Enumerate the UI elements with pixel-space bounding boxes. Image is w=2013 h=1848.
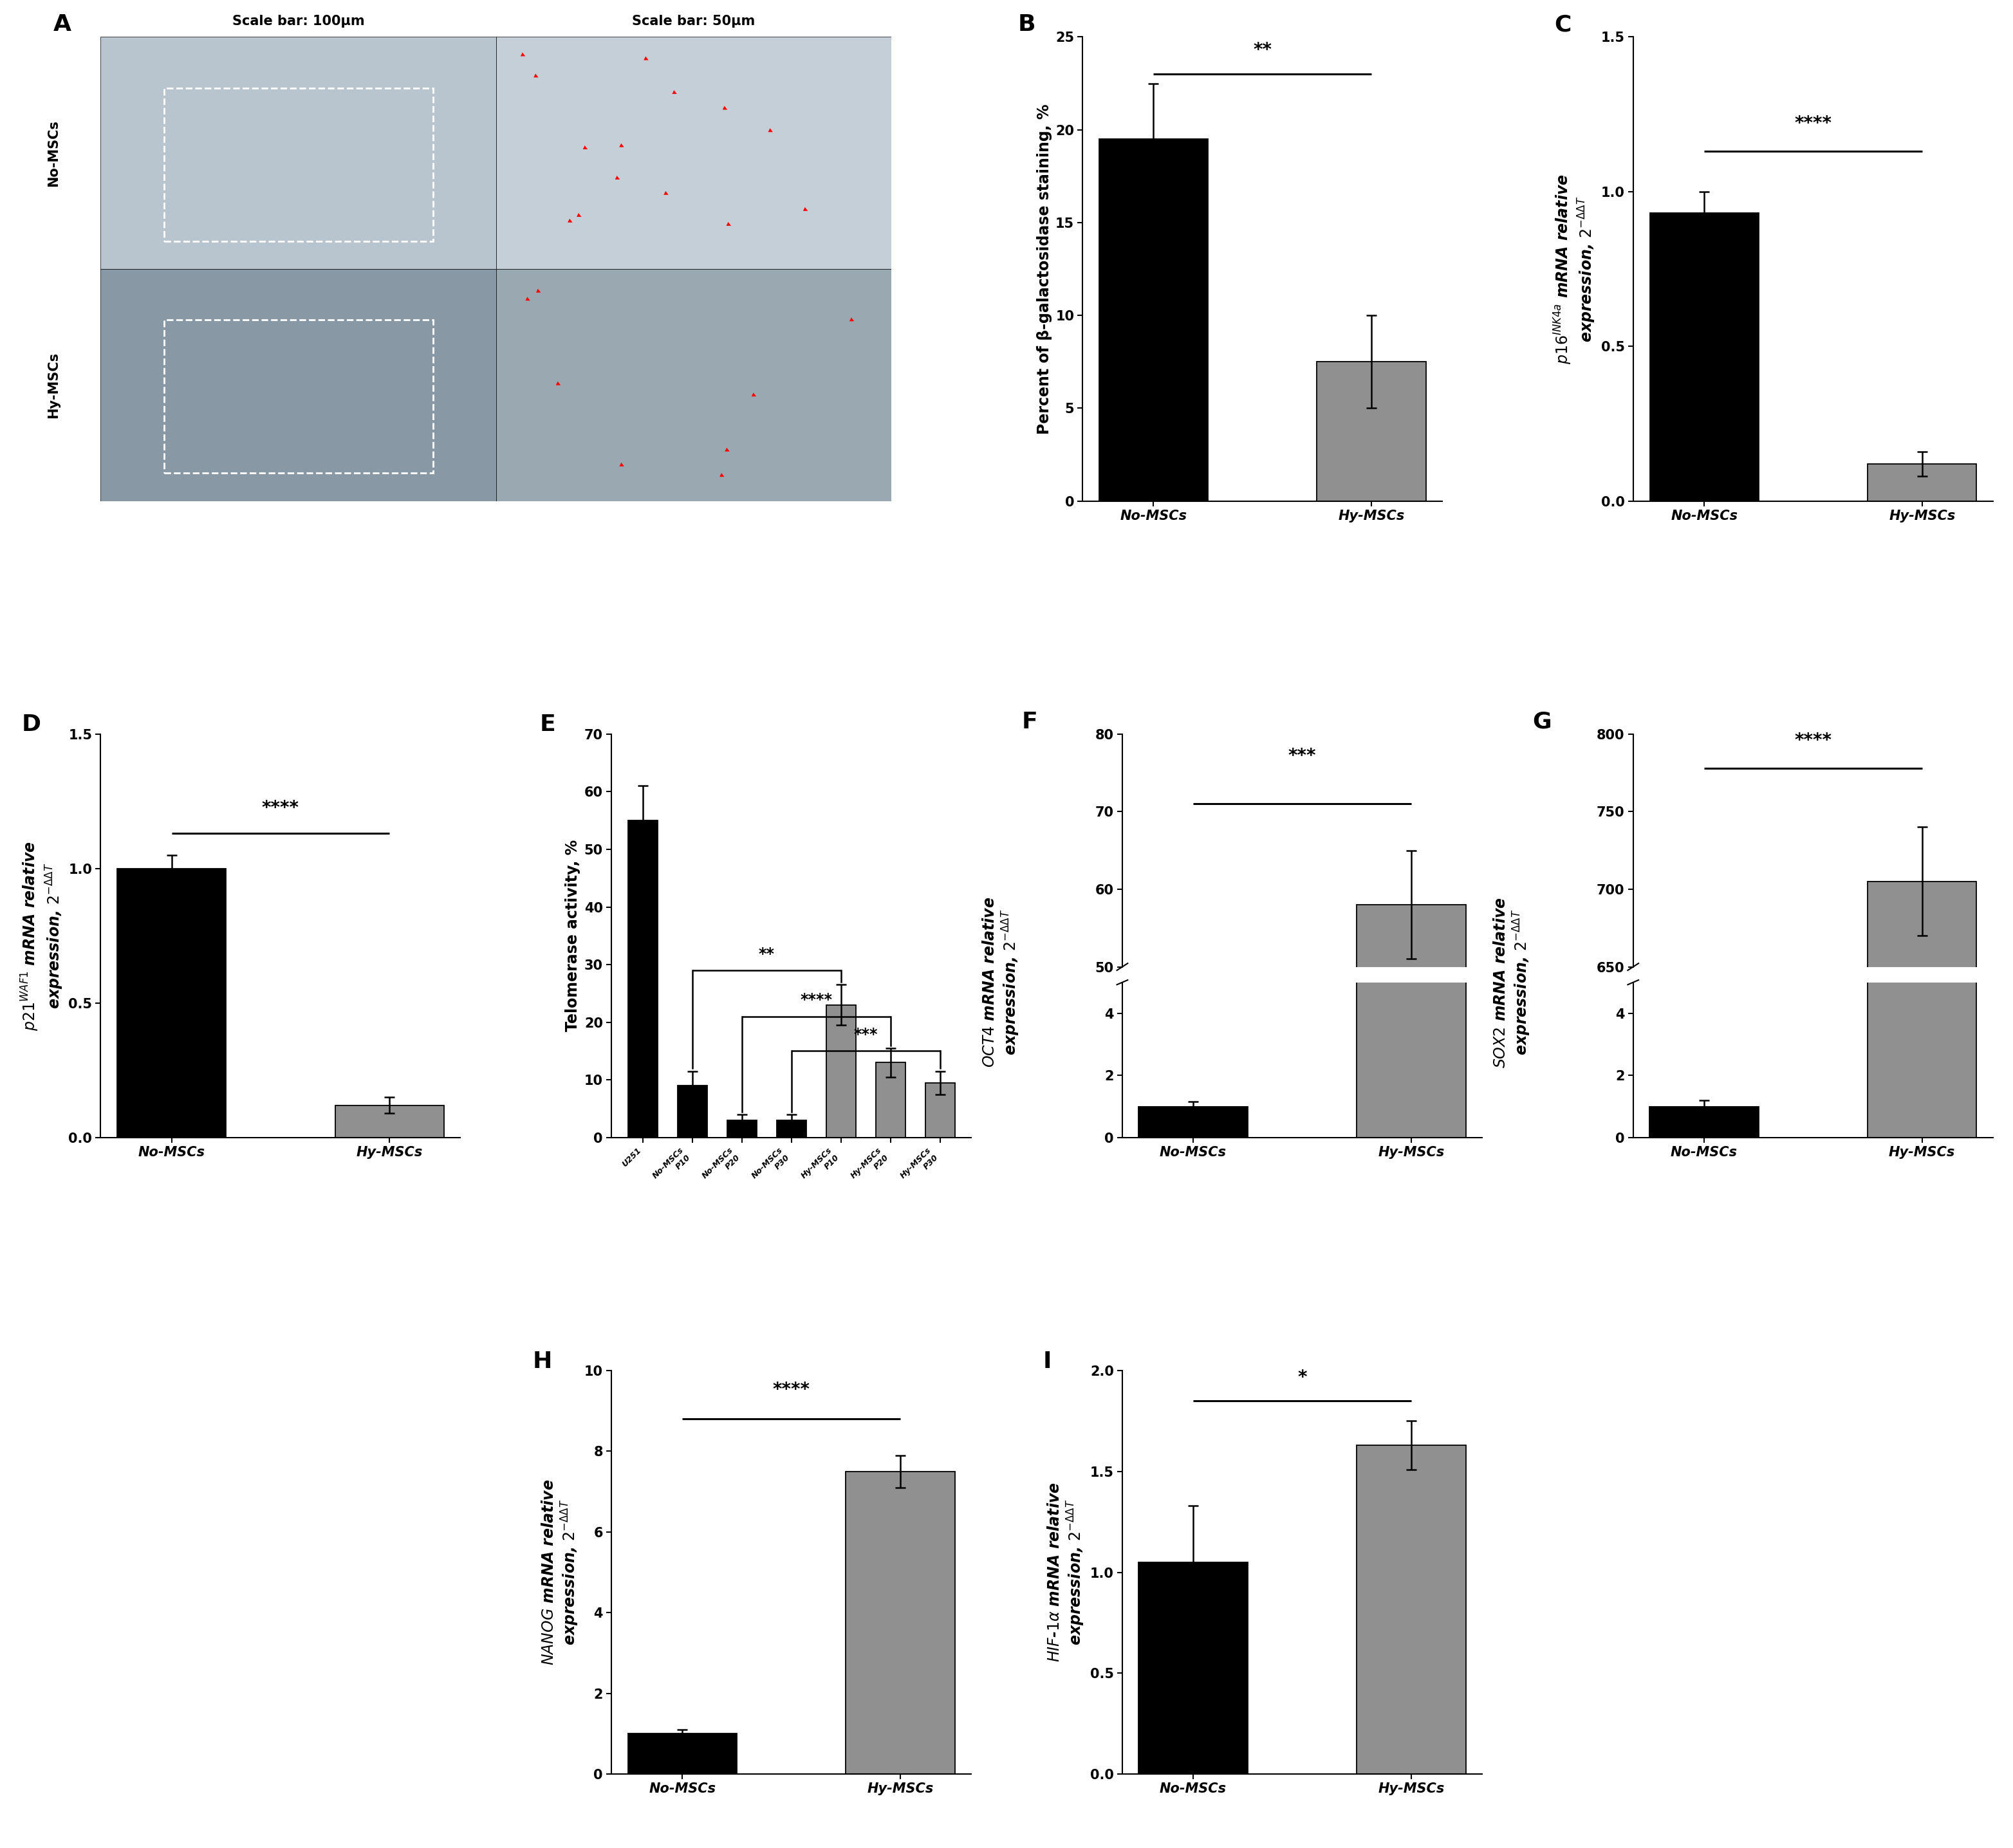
Bar xyxy=(101,37,495,270)
Y-axis label: $NANOG$ mRNA relative
expression, $2^{-\Delta\Delta T}$: $NANOG$ mRNA relative expression, $2^{-\… xyxy=(541,1478,580,1665)
Bar xyxy=(163,89,433,240)
Bar xyxy=(117,869,225,1138)
Text: B: B xyxy=(1019,13,1037,35)
Bar xyxy=(163,320,433,473)
Bar xyxy=(727,1120,757,1138)
Text: ***: *** xyxy=(854,1027,878,1042)
Bar xyxy=(1868,0,1977,1138)
Text: **: ** xyxy=(1254,41,1272,59)
Text: I: I xyxy=(1043,1351,1053,1373)
Text: No-MSCs: No-MSCs xyxy=(46,120,60,187)
Y-axis label: $SOX2$ mRNA relative
expression, $2^{-\Delta\Delta T}$: $SOX2$ mRNA relative expression, $2^{-\D… xyxy=(1494,896,1532,1068)
Text: **: ** xyxy=(759,946,775,961)
Bar xyxy=(1651,213,1759,501)
Text: F: F xyxy=(1021,711,1037,732)
Bar xyxy=(825,1005,856,1138)
Bar xyxy=(1357,906,1465,1355)
Text: Scale bar: 50μm: Scale bar: 50μm xyxy=(632,15,755,28)
Bar xyxy=(1139,1347,1248,1355)
Text: *: * xyxy=(1298,1369,1306,1386)
Text: A: A xyxy=(52,13,70,35)
Bar xyxy=(1357,0,1465,1138)
Text: H: H xyxy=(531,1351,552,1373)
Bar xyxy=(1099,139,1208,501)
Bar xyxy=(678,1085,707,1138)
Bar xyxy=(101,270,495,501)
Bar xyxy=(1868,464,1977,501)
Text: ****: **** xyxy=(773,1380,809,1399)
Text: ***: *** xyxy=(1288,747,1317,765)
Bar xyxy=(1139,1107,1248,1138)
Y-axis label: $p16^{INK4a}$ mRNA relative
expression, $2^{-\Delta\Delta T}$: $p16^{INK4a}$ mRNA relative expression, … xyxy=(1552,174,1598,364)
Text: G: G xyxy=(1532,711,1552,732)
Bar xyxy=(845,1471,954,1774)
Y-axis label: $OCT4$ mRNA relative
expression, $2^{-\Delta\Delta T}$: $OCT4$ mRNA relative expression, $2^{-\D… xyxy=(982,896,1021,1068)
Bar xyxy=(1317,362,1425,501)
Y-axis label: $p21^{WAF1}$ mRNA relative
expression, $2^{-\Delta\Delta T}$: $p21^{WAF1}$ mRNA relative expression, $… xyxy=(20,841,64,1031)
Y-axis label: Telomerase activity, %: Telomerase activity, % xyxy=(566,839,580,1031)
Text: E: E xyxy=(539,713,556,736)
Bar xyxy=(495,37,892,270)
Text: ****: **** xyxy=(1794,115,1832,133)
Text: ****: **** xyxy=(1794,732,1832,750)
Bar xyxy=(628,821,658,1138)
Text: ****: **** xyxy=(799,992,831,1007)
Bar xyxy=(876,1063,906,1138)
Bar xyxy=(628,1733,737,1774)
Text: Hy-MSCs: Hy-MSCs xyxy=(46,351,60,418)
Y-axis label: Percent of β-galactosidase staining, %: Percent of β-galactosidase staining, % xyxy=(1037,103,1053,434)
Bar xyxy=(1139,1562,1248,1774)
Bar xyxy=(1357,1445,1465,1774)
Bar xyxy=(777,1120,807,1138)
Bar xyxy=(1649,1107,1759,1138)
Text: Scale bar: 100μm: Scale bar: 100μm xyxy=(231,15,364,28)
Y-axis label: $HIF$-$1\alpha$ mRNA relative
expression, $2^{-\Delta\Delta T}$: $HIF$-$1\alpha$ mRNA relative expression… xyxy=(1047,1482,1087,1663)
Bar xyxy=(1868,881,1977,1848)
Text: C: C xyxy=(1554,13,1572,35)
Bar xyxy=(334,1105,445,1138)
Text: ****: **** xyxy=(262,800,300,817)
Bar xyxy=(495,270,892,501)
Text: D: D xyxy=(22,713,40,736)
Bar xyxy=(926,1083,954,1138)
